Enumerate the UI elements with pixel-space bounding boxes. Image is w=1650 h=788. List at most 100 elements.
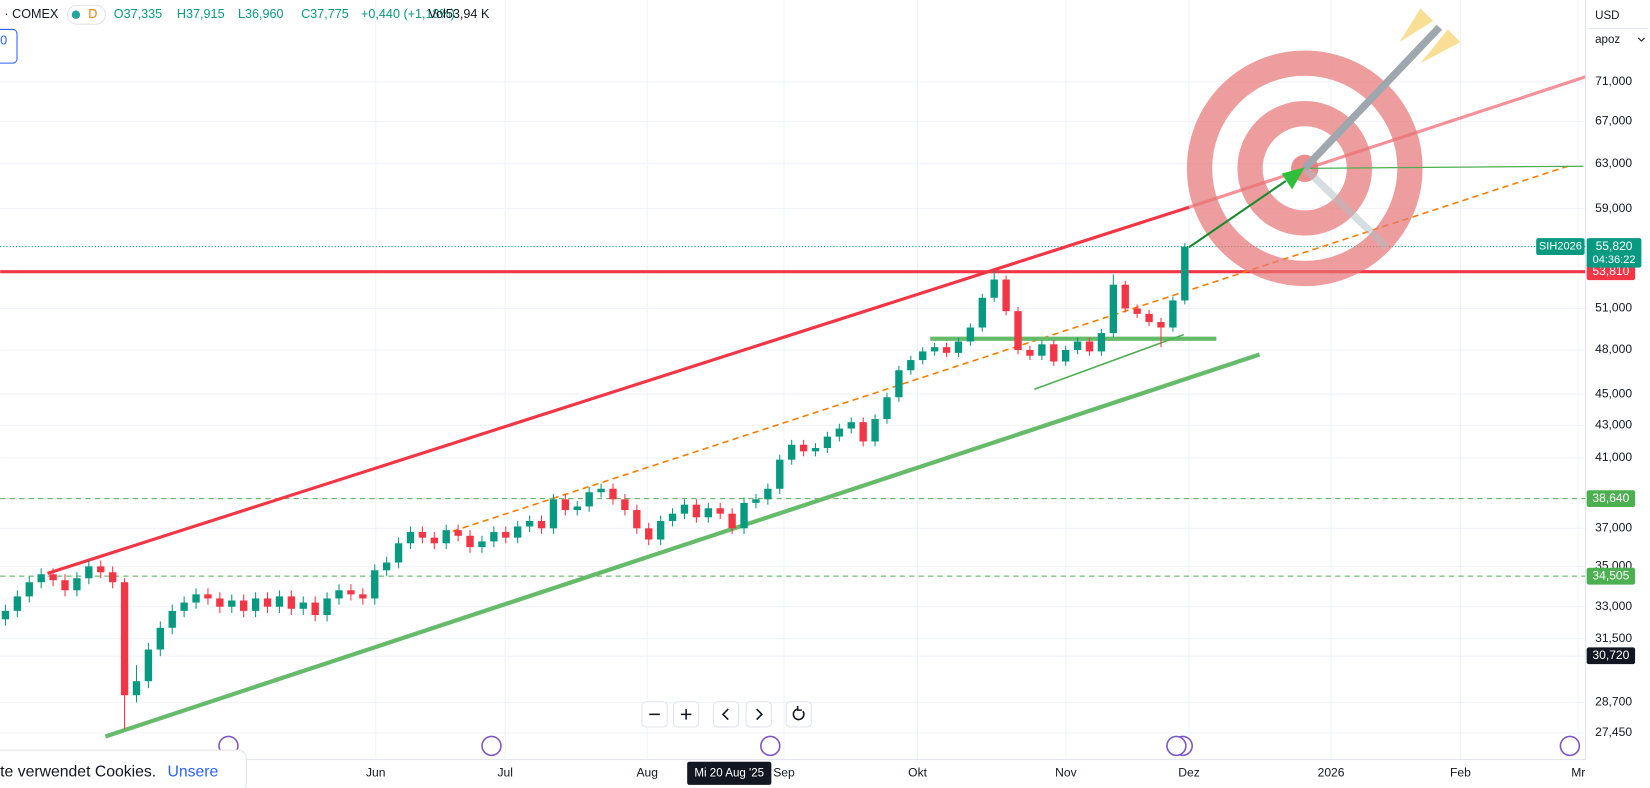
event-icon[interactable] <box>1559 735 1581 757</box>
candle-body <box>1109 284 1118 334</box>
candle-body <box>1073 341 1082 350</box>
currency-button[interactable] <box>1588 4 1646 28</box>
icon <box>680 709 692 720</box>
candle-body <box>263 598 272 607</box>
candle-body <box>120 582 129 696</box>
y-tick-label: 45,000 <box>1595 386 1632 400</box>
candle-body <box>966 327 975 342</box>
candle-body <box>359 594 367 599</box>
arrow-fletching <box>1420 29 1461 64</box>
candle-body <box>108 572 117 583</box>
candle-body <box>335 590 343 599</box>
arrow-fletching <box>1399 8 1434 43</box>
scroll-left[interactable] <box>712 701 740 728</box>
candle-body <box>73 578 81 591</box>
candle-body <box>954 341 963 353</box>
candle-body <box>490 532 498 542</box>
candle-body <box>323 598 331 616</box>
candle-body <box>192 594 200 603</box>
symbol: · COMEX <box>4 7 59 21</box>
crosshair-date: Mi 20 Aug '25 <box>694 767 764 779</box>
candle-body <box>692 504 701 518</box>
arrow-shaft-back <box>1302 165 1390 250</box>
scroll-right[interactable] <box>745 701 772 728</box>
y-tick-label: 48,000 <box>1595 342 1632 356</box>
candle-body <box>144 649 153 682</box>
y-tick-label: 27,450 <box>1595 725 1632 739</box>
event-icon[interactable] <box>481 735 502 757</box>
x-tick-label: Mr <box>1571 765 1585 779</box>
candle-body <box>525 520 534 527</box>
candle-body <box>573 506 581 511</box>
candle-body <box>132 681 141 696</box>
candle-body <box>645 528 653 540</box>
candle-body <box>1038 344 1046 356</box>
candle-body <box>799 444 808 452</box>
y-tick-label: 43,000 <box>1595 418 1632 432</box>
cookie-link[interactable]: Unsere <box>167 763 218 780</box>
event-icon[interactable] <box>1166 735 1187 757</box>
candle-body <box>478 541 486 548</box>
candle-body <box>1085 341 1094 352</box>
candles <box>1 243 1189 730</box>
candle-body <box>716 508 724 514</box>
candle-body <box>847 422 855 429</box>
green-arrowhead <box>1281 167 1305 190</box>
candle-body <box>704 508 712 518</box>
candle-body <box>930 347 939 352</box>
candle-body <box>978 297 986 328</box>
candle-body <box>406 532 415 544</box>
axis-labels: 71,000 67,000 63,000 59,000 51,000 48,000 45,0… <box>1536 74 1642 739</box>
candle-body <box>97 566 105 573</box>
candle-body <box>311 602 319 616</box>
candle-body <box>776 459 784 489</box>
cookie-banner: te verwendet Cookies. Unsere <box>0 749 247 788</box>
target-line <box>1304 165 1584 169</box>
candle-body <box>561 499 570 511</box>
candle-body <box>585 492 593 507</box>
candle-body <box>621 499 629 511</box>
candle-body <box>275 596 284 607</box>
y-tick-label: 67,000 <box>1595 114 1632 128</box>
x-tick-label: Nov <box>1055 765 1076 779</box>
candle-body <box>680 504 689 514</box>
candle-body <box>287 596 296 609</box>
candle-body <box>1145 313 1153 323</box>
badge[interactable] <box>0 28 18 64</box>
currency: USD <box>1595 10 1619 22</box>
scale-mode[interactable]: apoz <box>1595 34 1620 46</box>
dropdown-caret <box>1637 37 1645 42</box>
green-arrow <box>1188 180 1287 249</box>
close-value: C37,775 <box>301 7 349 21</box>
reset[interactable] <box>785 701 812 728</box>
candle-body <box>61 580 69 591</box>
candle-body <box>907 360 915 371</box>
event-icon[interactable] <box>760 735 781 757</box>
candle-body <box>919 351 927 361</box>
time-axis: Jun Jul Aug Sep Okt Nov Dez 2026 Feb Mr Mi 20 Aug … <box>366 761 1585 785</box>
candle-body <box>942 347 951 353</box>
candle-body <box>382 562 391 571</box>
candle-body <box>668 513 677 521</box>
badge-text: 0 <box>0 33 7 47</box>
y-tick-label: 33,000 <box>1595 599 1632 613</box>
candle-body <box>1121 284 1129 309</box>
candle-body <box>13 596 22 611</box>
candle-body <box>1 610 10 620</box>
candle-body <box>430 537 438 544</box>
candle-body <box>85 566 93 579</box>
candle-body <box>728 513 736 529</box>
candle-body <box>740 502 748 529</box>
candle-body <box>1169 300 1177 328</box>
x-tick-label: Sep <box>773 765 795 779</box>
candle-body <box>299 602 307 609</box>
candle-body <box>180 602 188 611</box>
candle-body <box>216 598 224 607</box>
candle-body <box>764 488 772 500</box>
candle-body <box>251 598 260 611</box>
candle-body <box>1014 311 1022 350</box>
candle-body <box>394 543 403 563</box>
x-tick-label: Feb <box>1450 765 1471 779</box>
symbol-label: SIH2026 <box>1539 241 1582 253</box>
